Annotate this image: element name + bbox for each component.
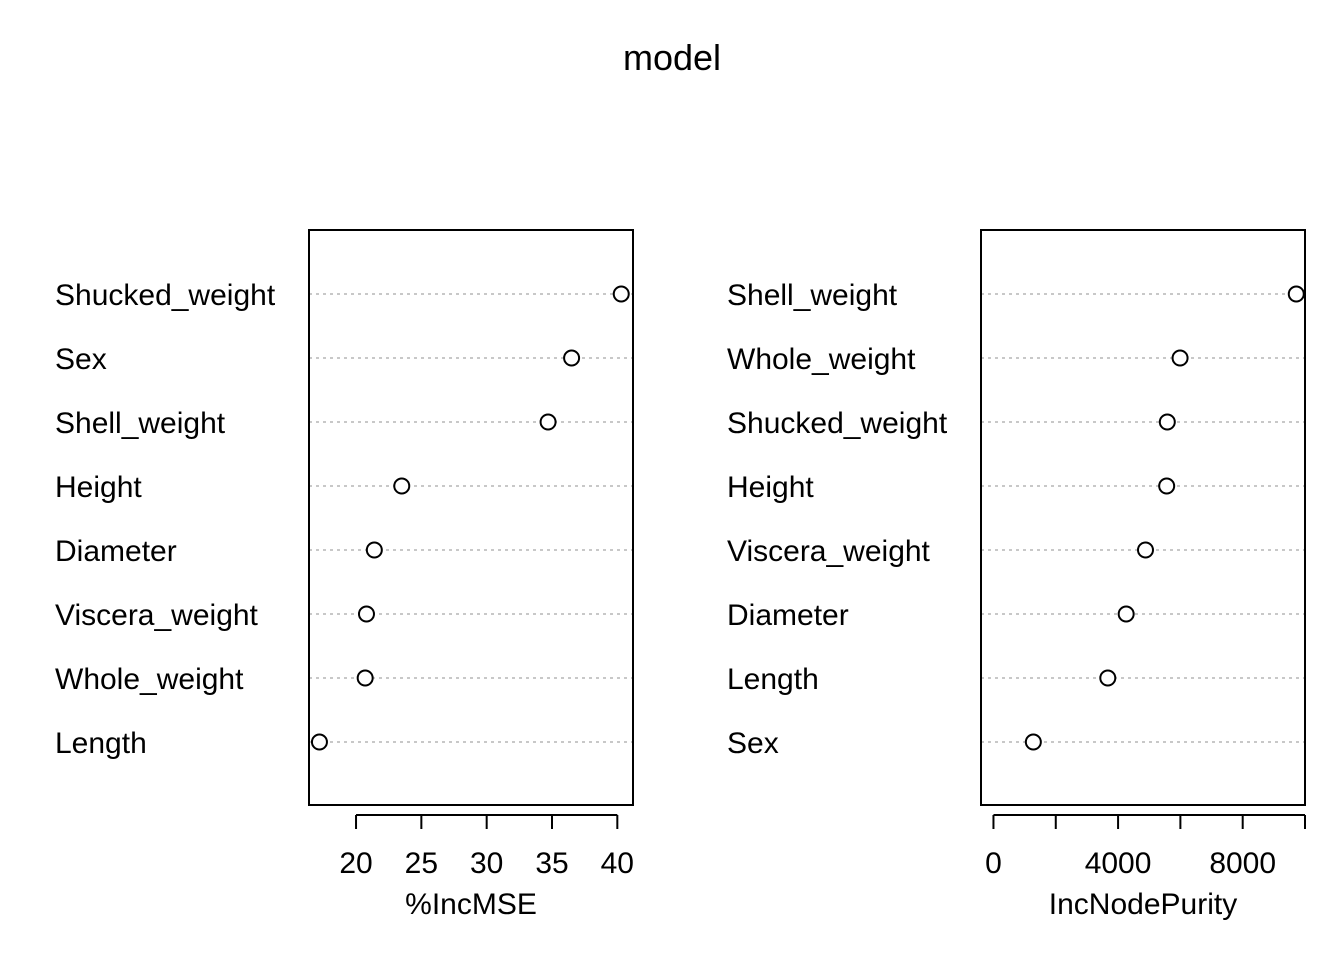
incmse-row-label: Diameter [55,535,177,568]
incnodepurity-row-label: Length [727,663,819,696]
incnodepurity-point [1136,541,1154,559]
incnodepurity-row-label: Shucked_weight [727,407,948,440]
incmse-row-label: Sex [55,343,107,376]
chart-title: model [623,37,721,78]
incmse-x-tick-label: 20 [339,847,372,880]
incmse-row-label: Whole_weight [55,663,244,696]
incmse-x-tick-label: 25 [405,847,438,880]
incnodepurity-x-axis-label: IncNodePurity [1049,888,1237,921]
incmse-x-tick-label: 30 [470,847,503,880]
incnodepurity-point [1158,413,1176,431]
incnodepurity-x-tick-label: 8000 [1209,847,1276,880]
incmse-point [357,605,375,623]
incmse-point [310,733,328,751]
incmse-row-label: Viscera_weight [55,599,259,632]
incnodepurity-x-tick-label: 0 [985,847,1002,880]
incmse-point [539,413,557,431]
incmse-row-label: Shucked_weight [55,279,276,312]
incmse-x-tick-label: 35 [535,847,568,880]
incnodepurity-point [1117,605,1135,623]
incnodepurity-panel: Shell_weight Whole_weight Shucked_weight He… [727,229,1306,921]
incmse-x-tick-label: 40 [601,847,634,880]
incmse-point [365,541,383,559]
incmse-point [612,285,630,303]
incmse-row-label: Length [55,727,147,760]
incnodepurity-point [1287,285,1305,303]
incnodepurity-point [1171,349,1189,367]
incmse-point [563,349,581,367]
incnodepurity-x-tick-label: 4000 [1085,847,1152,880]
incmse-x-axis-label: %IncMSE [405,888,537,921]
incnodepurity-point [1024,733,1042,751]
incnodepurity-plot-frame [980,229,1306,806]
incmse-point [356,669,374,687]
incmse-plot-frame [308,229,634,806]
incmse-row-label: Height [55,471,142,504]
incmse-panel: Shucked_weight Sex Shell_weight Height Diame… [55,229,634,921]
incnodepurity-point [1158,477,1176,495]
incmse-point [393,477,411,495]
incnodepurity-row-label: Whole_weight [727,343,916,376]
incnodepurity-row-label: Diameter [727,599,849,632]
incnodepurity-row-label: Sex [727,727,779,760]
incnodepurity-point [1099,669,1117,687]
incnodepurity-row-label: Height [727,471,814,504]
incnodepurity-row-label: Shell_weight [727,279,898,312]
incmse-row-label: Shell_weight [55,407,226,440]
incnodepurity-row-label: Viscera_weight [727,535,931,568]
